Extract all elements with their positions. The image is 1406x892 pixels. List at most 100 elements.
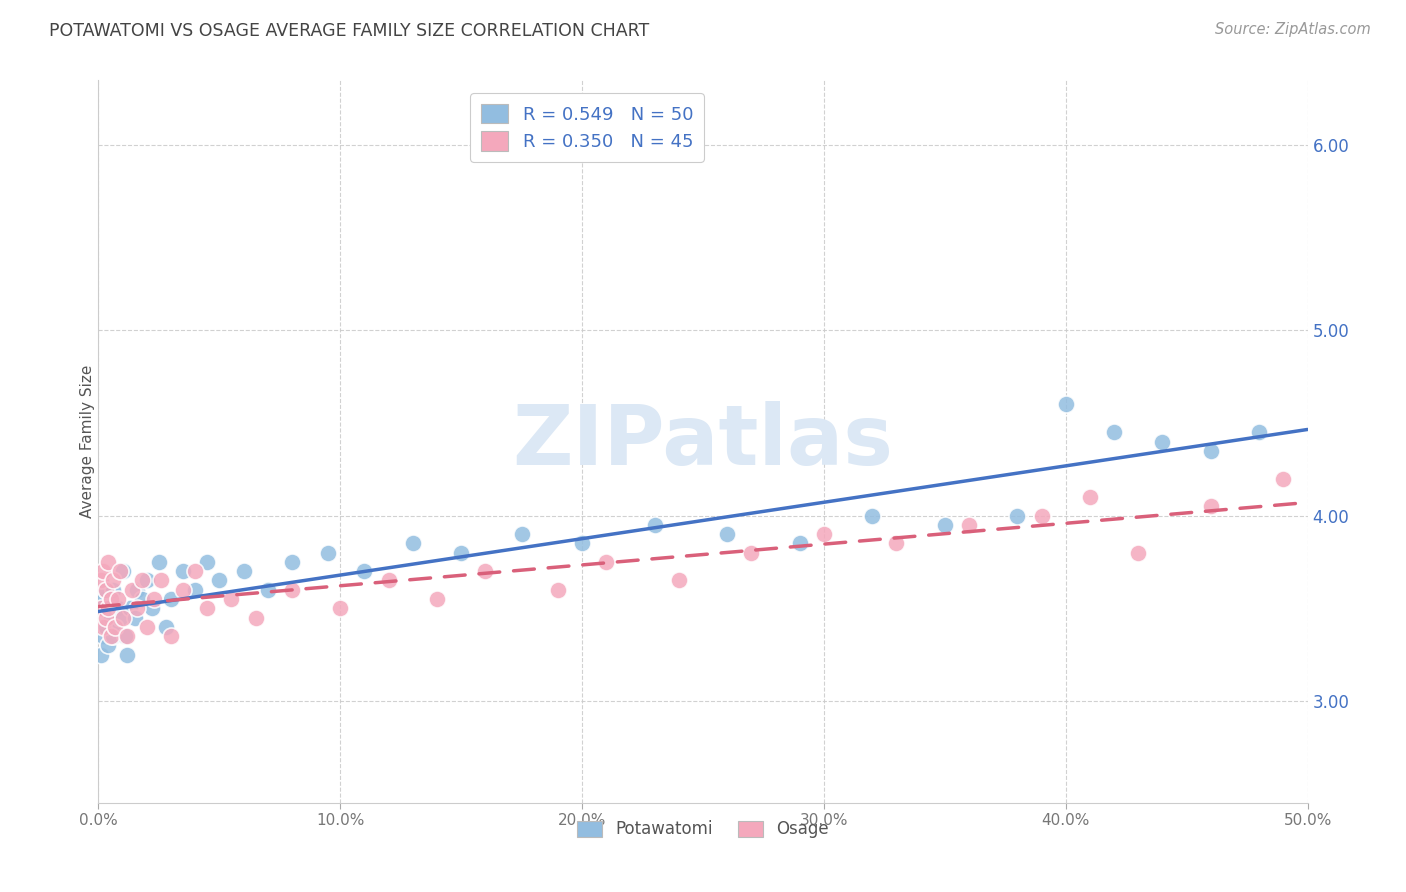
Point: [117, 629, 139, 643]
Point: [1199, 500, 1222, 514]
Point: [143, 592, 166, 607]
Point: [195, 601, 218, 615]
Point: [510, 527, 533, 541]
Point: [150, 574, 173, 588]
Point: [1102, 425, 1125, 440]
Point: [107, 601, 129, 615]
Point: [101, 574, 124, 588]
Point: [97, 601, 120, 615]
Point: [90, 574, 112, 588]
Point: [184, 582, 207, 597]
Point: [860, 508, 883, 523]
Point: [108, 564, 131, 578]
Point: [195, 555, 218, 569]
Point: [100, 610, 122, 624]
Point: [91, 564, 114, 578]
Y-axis label: Average Family Size: Average Family Size: [80, 365, 94, 518]
Point: [644, 517, 666, 532]
Point: [104, 620, 127, 634]
Point: [141, 601, 163, 615]
Point: [221, 592, 243, 607]
Point: [595, 555, 617, 569]
Point: [94, 620, 117, 634]
Point: [155, 620, 177, 634]
Point: [1128, 546, 1150, 560]
Point: [1078, 490, 1101, 504]
Point: [101, 629, 124, 643]
Point: [716, 527, 738, 541]
Point: [1199, 443, 1222, 458]
Point: [1249, 425, 1271, 440]
Point: [91, 620, 114, 634]
Point: [135, 574, 157, 588]
Point: [245, 610, 267, 624]
Point: [91, 629, 114, 643]
Point: [957, 517, 980, 532]
Point: [1054, 397, 1077, 411]
Point: [789, 536, 811, 550]
Point: [208, 574, 231, 588]
Point: [90, 648, 112, 662]
Point: [97, 555, 120, 569]
Point: [281, 555, 304, 569]
Point: [281, 582, 304, 597]
Point: [160, 592, 183, 607]
Point: [91, 592, 114, 607]
Point: [172, 564, 194, 578]
Point: [934, 517, 956, 532]
Point: [114, 629, 136, 643]
Point: [668, 574, 690, 588]
Point: [172, 582, 194, 597]
Point: [160, 629, 183, 643]
Point: [450, 546, 472, 560]
Point: [571, 536, 593, 550]
Point: [121, 582, 143, 597]
Point: [1152, 434, 1174, 449]
Point: [118, 601, 141, 615]
Text: Source: ZipAtlas.com: Source: ZipAtlas.com: [1215, 22, 1371, 37]
Point: [117, 648, 139, 662]
Point: [90, 601, 112, 615]
Point: [127, 601, 149, 615]
Point: [100, 592, 122, 607]
Point: [127, 582, 149, 597]
Point: [148, 555, 170, 569]
Point: [100, 629, 122, 643]
Point: [131, 592, 153, 607]
Point: [94, 582, 117, 597]
Point: [1272, 472, 1295, 486]
Point: [232, 564, 254, 578]
Point: [474, 564, 496, 578]
Point: [107, 592, 129, 607]
Point: [108, 610, 131, 624]
Point: [813, 527, 835, 541]
Point: [101, 582, 124, 597]
Point: [1007, 508, 1029, 523]
Point: [135, 620, 157, 634]
Legend: Potawatomi, Osage: Potawatomi, Osage: [571, 814, 835, 845]
Text: POTAWATOMI VS OSAGE AVERAGE FAMILY SIZE CORRELATION CHART: POTAWATOMI VS OSAGE AVERAGE FAMILY SIZE …: [49, 22, 650, 40]
Point: [740, 546, 762, 560]
Point: [316, 546, 339, 560]
Point: [886, 536, 908, 550]
Point: [97, 601, 120, 615]
Point: [426, 592, 449, 607]
Point: [402, 536, 425, 550]
Point: [94, 610, 117, 624]
Point: [547, 582, 569, 597]
Point: [329, 601, 352, 615]
Point: [104, 620, 127, 634]
Point: [377, 574, 399, 588]
Text: ZIPatlas: ZIPatlas: [513, 401, 893, 482]
Point: [100, 592, 122, 607]
Point: [111, 564, 134, 578]
Point: [131, 574, 153, 588]
Point: [1031, 508, 1053, 523]
Point: [97, 638, 120, 652]
Point: [124, 610, 146, 624]
Point: [184, 564, 207, 578]
Point: [256, 582, 278, 597]
Point: [111, 610, 134, 624]
Point: [94, 582, 117, 597]
Point: [353, 564, 375, 578]
